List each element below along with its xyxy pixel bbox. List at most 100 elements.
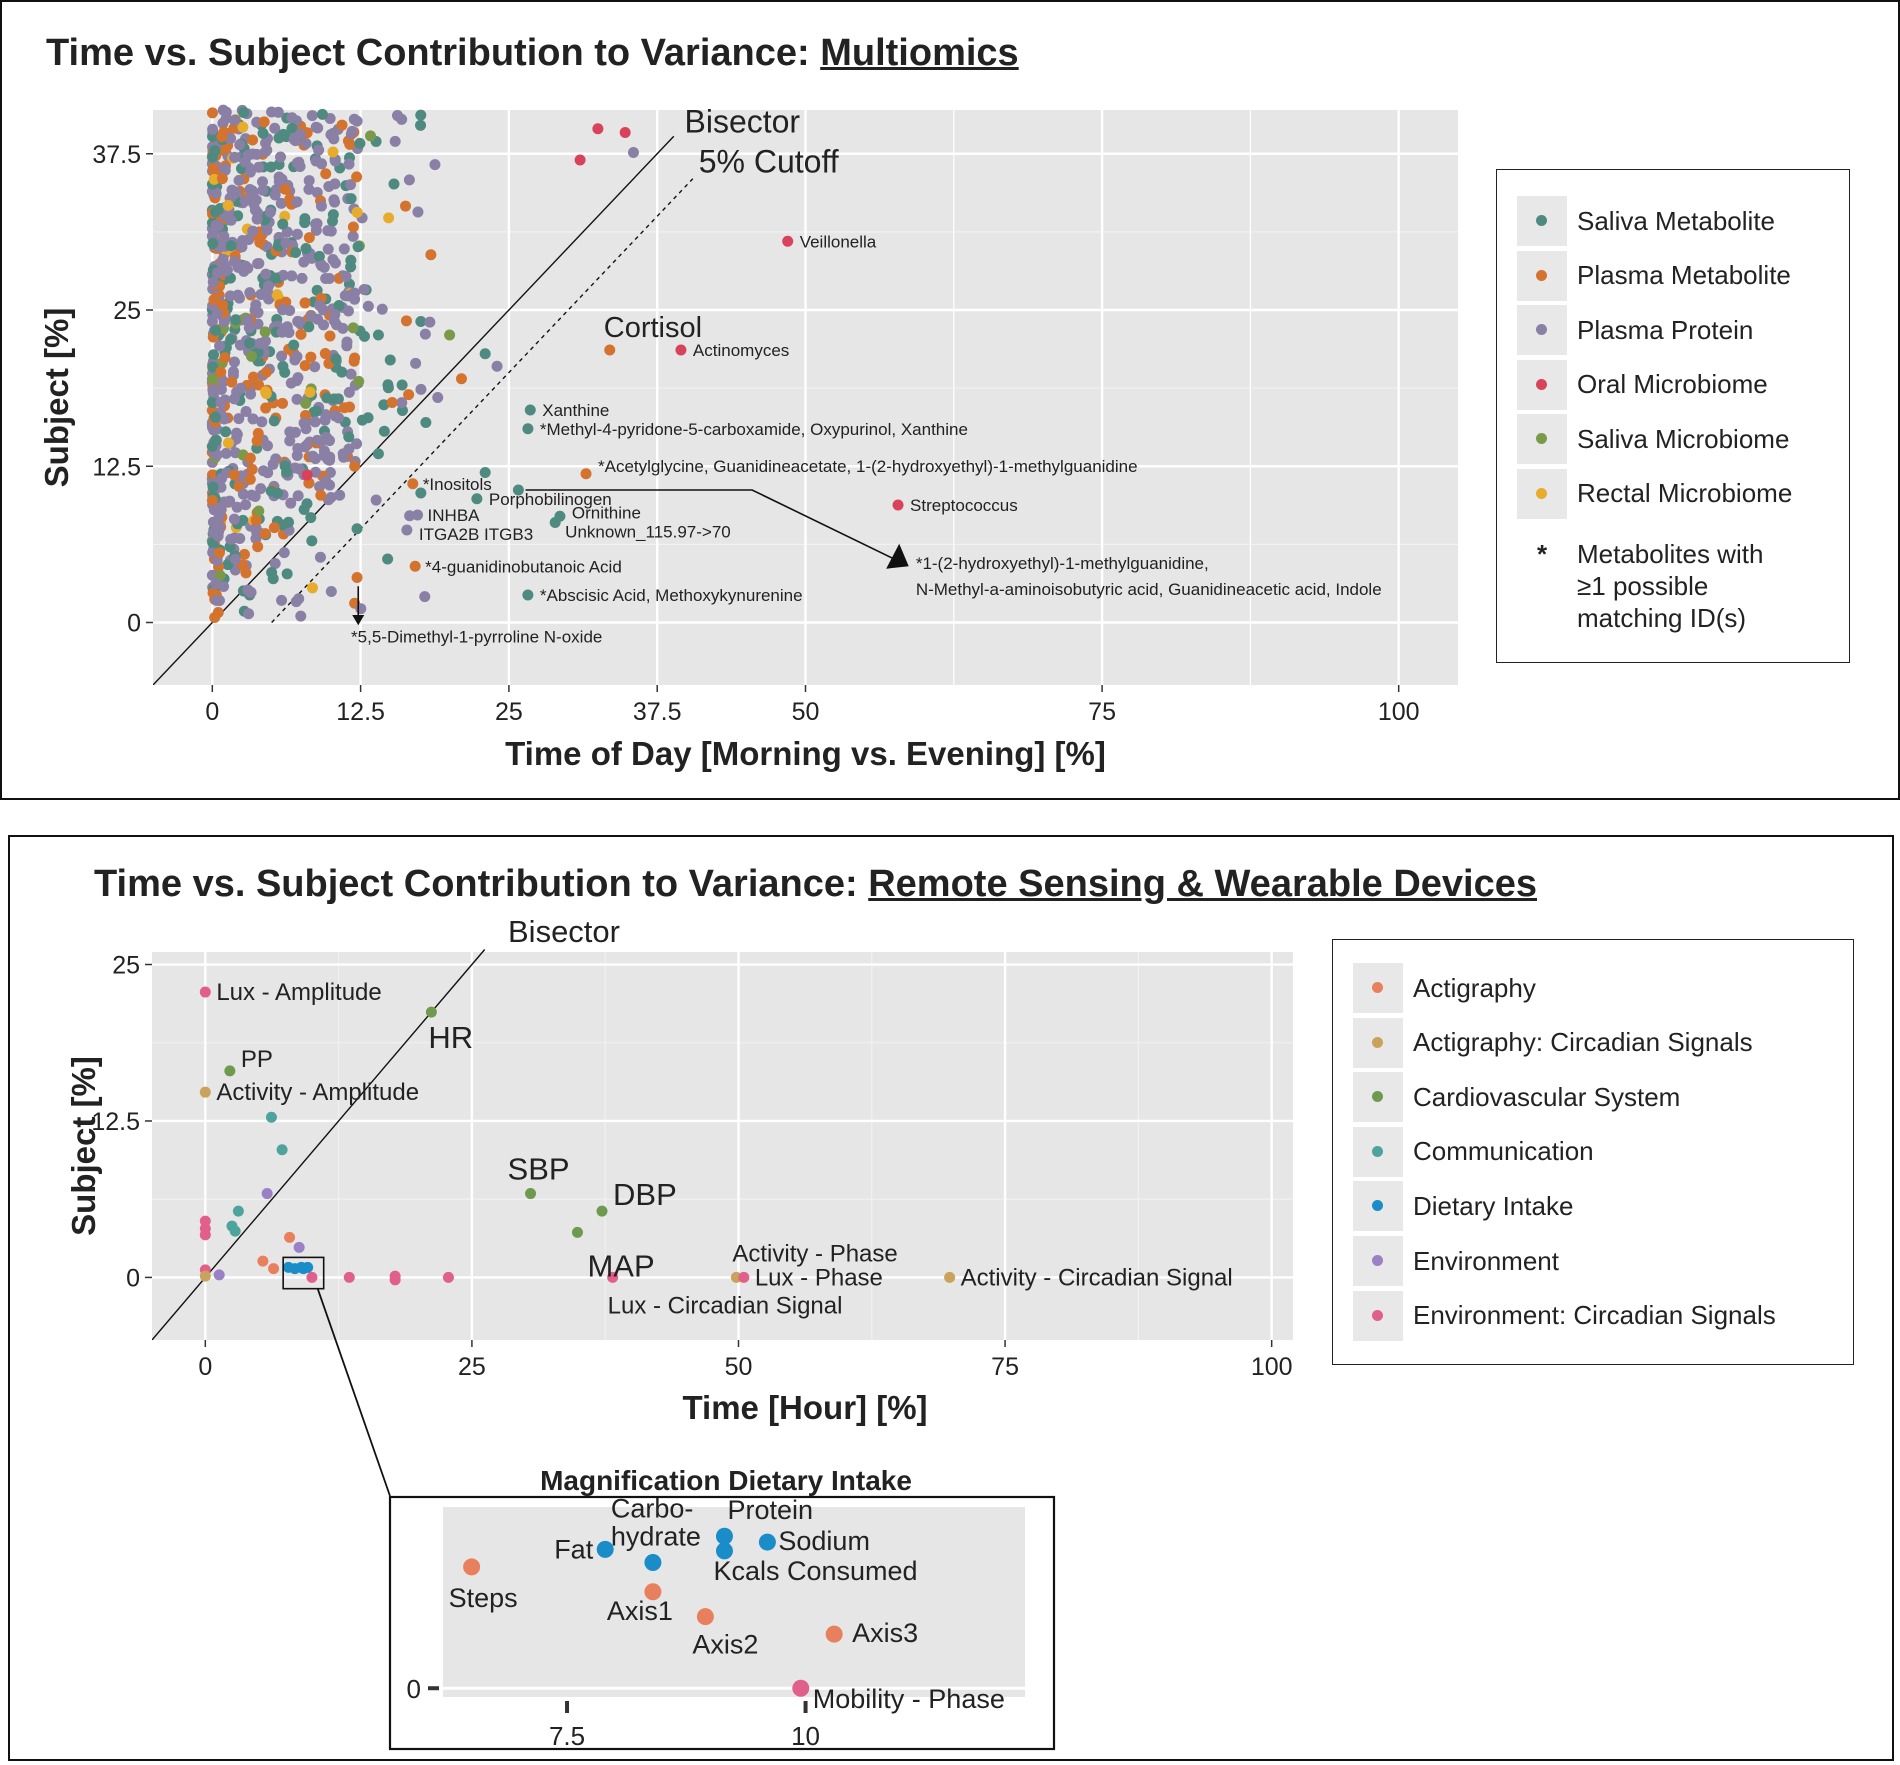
data-point <box>238 106 250 118</box>
data-point <box>403 174 415 186</box>
data-point <box>224 1065 236 1077</box>
chart-title: Time vs. Subject Contribution to Varianc… <box>46 32 1019 75</box>
data-point <box>362 300 374 312</box>
point-label: MAP <box>587 1248 654 1283</box>
data-point <box>247 225 259 237</box>
data-point <box>277 269 289 281</box>
data-point <box>283 516 295 528</box>
data-point <box>242 314 254 326</box>
data-point <box>210 324 222 336</box>
data-point <box>345 193 357 205</box>
legend-dot <box>1536 487 1547 499</box>
y-tick-label: 12.5 <box>92 453 141 481</box>
data-point <box>219 164 231 176</box>
legend-dot <box>1536 269 1547 281</box>
data-point <box>199 1229 211 1241</box>
legend-item: Communication <box>1353 1126 1594 1177</box>
inset-point <box>463 1558 481 1576</box>
legend-label: Actigraphy <box>1413 972 1536 1003</box>
data-point <box>284 1231 296 1243</box>
data-point <box>208 349 220 361</box>
labeled-point <box>522 589 534 601</box>
inset-point <box>758 1533 776 1551</box>
data-point <box>268 415 280 427</box>
data-point <box>218 316 230 328</box>
data-point <box>348 113 360 125</box>
data-point <box>255 288 267 300</box>
data-point <box>301 469 313 481</box>
data-point <box>234 532 246 544</box>
title-underlined: Multiomics <box>820 32 1019 74</box>
x-tick-label: 50 <box>792 698 820 726</box>
data-point <box>491 360 503 372</box>
legend-key <box>1353 1017 1403 1068</box>
arrowhead <box>886 543 909 569</box>
data-point <box>334 489 346 501</box>
data-point <box>338 243 350 255</box>
data-point <box>264 206 276 218</box>
labeled-point <box>471 493 483 505</box>
data-point <box>404 510 416 522</box>
x-tick-label: 75 <box>991 1353 1019 1381</box>
point-label: ITGA2B ITGB3 <box>419 525 533 544</box>
point-label: Lux - Phase <box>755 1264 883 1291</box>
data-point <box>260 145 272 157</box>
data-point <box>391 110 403 122</box>
data-point <box>211 449 223 461</box>
data-point <box>344 138 356 150</box>
data-point <box>249 490 261 502</box>
legend: Saliva Metabolite Plasma Metabolite Plasma… <box>1496 169 1850 663</box>
data-point <box>269 557 281 569</box>
inset-point-label: Sodium <box>778 1526 870 1556</box>
point-label: *1-(2-hydroxyethyl)-1-methylguanidine, <box>916 554 1209 573</box>
data-point <box>627 147 639 158</box>
point-label: Cortisol <box>604 312 702 344</box>
data-point <box>291 228 303 240</box>
inset-point-label: Kcals Consumed <box>713 1556 917 1586</box>
data-point <box>220 447 232 459</box>
legend-item: Dietary Intake <box>1353 1181 1574 1232</box>
data-point <box>260 268 272 280</box>
data-point <box>349 352 361 364</box>
data-point <box>310 466 322 478</box>
legend-note-line: ≥1 possible <box>1577 571 1709 601</box>
data-point <box>229 1225 241 1237</box>
data-point <box>210 187 222 199</box>
data-point <box>324 454 336 466</box>
data-point <box>276 594 288 606</box>
data-point <box>305 351 317 363</box>
data-point <box>291 393 303 405</box>
data-point <box>214 569 226 581</box>
data-point <box>263 280 275 292</box>
data-point <box>325 585 337 597</box>
x-tick-label: 0 <box>198 1353 212 1381</box>
y-tick-label: 37.5 <box>92 141 141 169</box>
data-point <box>355 603 367 615</box>
point-label: SBP <box>508 1152 570 1187</box>
data-point <box>338 451 350 463</box>
data-point <box>229 151 241 163</box>
inset-title: Magnification Dietary Intake <box>540 1465 912 1496</box>
data-point <box>244 166 256 178</box>
data-point <box>199 986 211 998</box>
legend-dot <box>1536 433 1547 444</box>
inset-point <box>644 1554 662 1572</box>
legend-label: Dietary Intake <box>1413 1190 1574 1221</box>
data-point <box>206 494 218 506</box>
legend-dot <box>1372 1036 1383 1048</box>
data-point <box>320 431 332 443</box>
legend-item: Rectal Microbiome <box>1517 468 1792 519</box>
data-point <box>233 413 245 425</box>
data-point <box>261 224 273 236</box>
data-point <box>351 438 363 450</box>
data-point <box>275 197 287 209</box>
data-point <box>254 338 266 350</box>
data-point <box>259 528 271 540</box>
data-point <box>258 116 270 128</box>
data-point <box>252 541 264 553</box>
data-point <box>219 352 231 364</box>
data-point <box>306 582 318 594</box>
data-point <box>574 154 586 166</box>
legend-dot <box>1372 1200 1383 1212</box>
data-point <box>318 319 330 331</box>
